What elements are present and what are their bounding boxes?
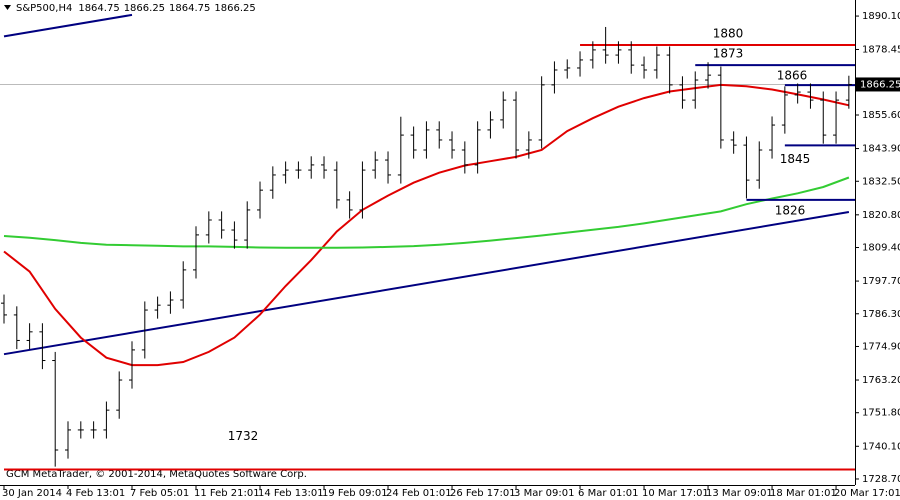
y-tick-label: 1820.80: [862, 210, 900, 221]
x-tick-label: 19 Feb 09:01: [322, 488, 388, 499]
level-label: 1880: [713, 27, 744, 41]
symbol: S&P500,H4: [16, 3, 72, 14]
last-price-box: [856, 77, 900, 92]
header-high: 1866.25: [124, 3, 165, 14]
y-tick-label: 1890.10: [862, 11, 900, 22]
trendline: [3, 13, 133, 38]
y-tick-label: 1786.30: [862, 309, 900, 320]
header-close: 1866.25: [214, 3, 255, 14]
y-tick-label: 1763.20: [862, 375, 900, 386]
x-tick-label: 30 Jan 2014: [2, 488, 62, 499]
y-tick-label: 1797.70: [862, 276, 900, 287]
x-tick-label: 11 Feb 21:01: [194, 488, 260, 499]
x-tick-label: 14 Feb 13:01: [258, 488, 324, 499]
x-tick-label: 10 Mar 17:01: [642, 488, 709, 499]
x-tick-label: 4 Feb 13:01: [66, 488, 125, 499]
x-tick-label: 20 Mar 17:01: [834, 488, 900, 499]
x-tick-label: 3 Mar 09:01: [514, 488, 574, 499]
x-tick-label: 18 Mar 01:01: [770, 488, 837, 499]
x-tick-label: 26 Feb 17:01: [450, 488, 516, 499]
x-tick-label: 24 Feb 01:01: [386, 488, 452, 499]
y-tick-label: 1774.90: [862, 341, 900, 352]
header-open: 1864.75: [78, 3, 119, 14]
level-label: 1732: [228, 429, 259, 443]
x-tick-label: 13 Mar 09:01: [706, 488, 773, 499]
x-tick-label: 7 Feb 05:01: [130, 488, 189, 499]
level-label: 1873: [713, 47, 744, 61]
level-label: 1845: [780, 152, 811, 166]
moving-average: [3, 176, 850, 249]
last-price-label: 1866.25: [860, 79, 900, 90]
menu-arrow[interactable]: [4, 5, 11, 10]
header: S&P500,H4 1864.75 1866.25 1864.75 1866.25: [16, 3, 256, 14]
y-tick-label: 1843.90: [862, 144, 900, 155]
level-label: 1826: [775, 203, 806, 217]
y-tick-label: 1878.45: [862, 44, 900, 55]
y-tick-label: 1728.70: [862, 474, 900, 485]
x-tick-label: 6 Mar 01:01: [578, 488, 638, 499]
footer: GCM MetaTrader, © 2001-2014, MetaQuotes …: [6, 469, 307, 480]
y-tick-label: 1740.10: [862, 441, 900, 452]
level-label: 1866: [777, 69, 808, 83]
header-low: 1864.75: [169, 3, 210, 14]
y-tick-label: 1809.40: [862, 243, 900, 254]
y-tick-label: 1832.50: [862, 176, 900, 187]
y-tick-label: 1751.80: [862, 408, 900, 419]
y-tick-label: 1855.60: [862, 110, 900, 121]
